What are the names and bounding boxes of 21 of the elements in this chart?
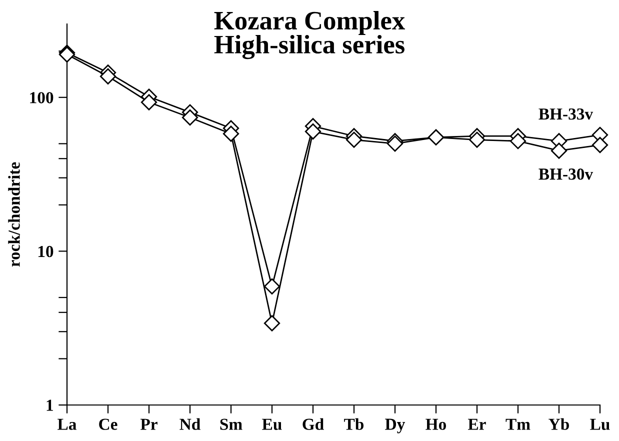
x-tick-label: Eu <box>262 418 282 430</box>
x-tick-label: Pr <box>140 418 158 430</box>
x-tick-label: Er <box>468 418 486 430</box>
y-tick-label: 100 <box>30 92 54 104</box>
series-label: BH-30v <box>538 168 594 180</box>
x-tick-label: Ce <box>99 418 118 430</box>
y-tick-label: 1 <box>46 400 53 411</box>
y-tick-label: 10 <box>38 246 54 258</box>
x-tick-label: Nd <box>180 418 200 430</box>
x-tick-label: Ho <box>426 418 446 430</box>
x-tick-label: Tb <box>344 418 364 430</box>
x-tick-label: Tm <box>506 418 530 430</box>
series-label: BH-33v <box>538 108 594 120</box>
x-tick-label: Sm <box>220 418 242 430</box>
x-tick-label: Yb <box>548 418 569 430</box>
y-axis-title: rock/chondrite <box>8 162 20 267</box>
x-tick-label: Gd <box>302 418 324 430</box>
x-tick-label: Lu <box>590 418 610 430</box>
x-tick-label: Dy <box>385 418 406 434</box>
x-tick-label: La <box>58 418 76 430</box>
chart-title: Kozara Complex High-silica series <box>214 11 405 60</box>
